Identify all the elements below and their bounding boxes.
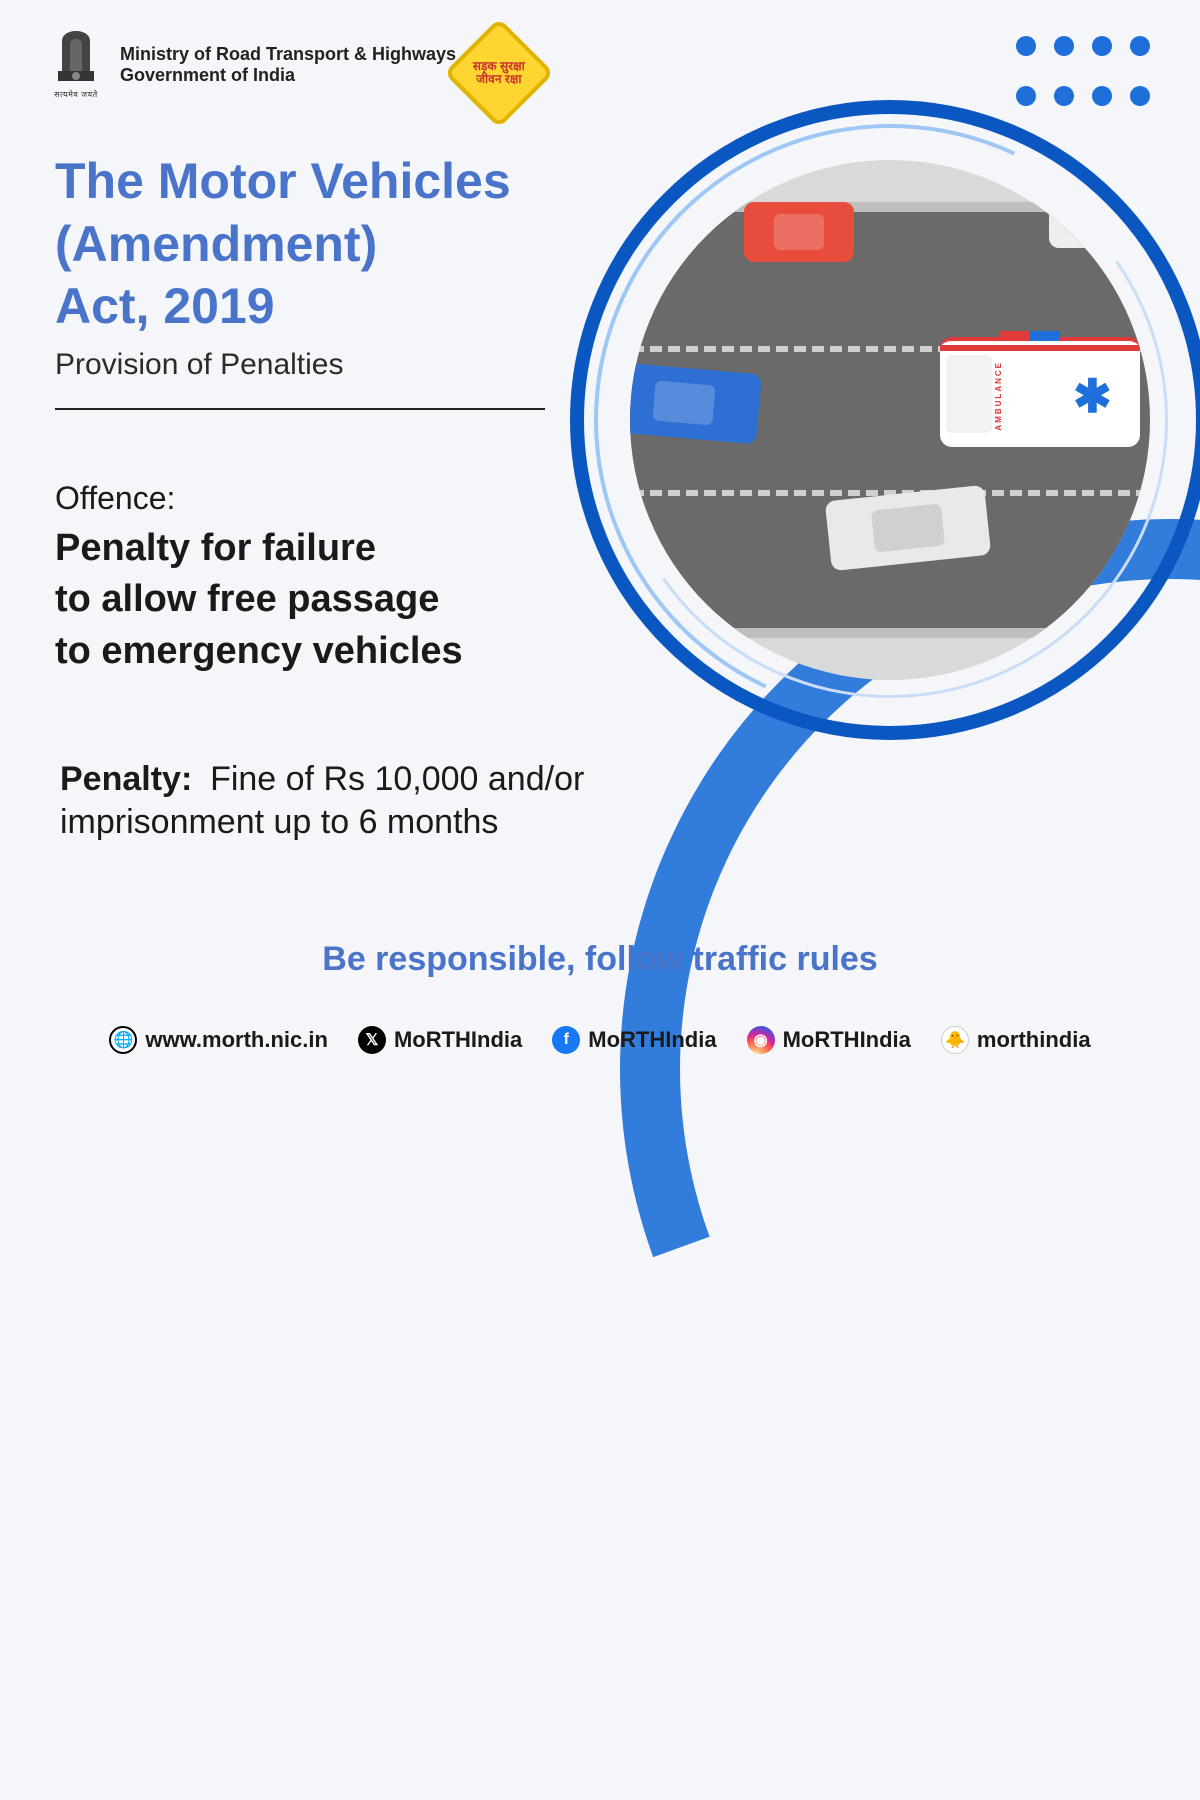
offence-line-1: Penalty for failure [55, 523, 615, 574]
subtitle: Provision of Penalties [55, 348, 575, 382]
ministry-line-1: Ministry of Road Transport & Highways [120, 44, 456, 65]
ministry-line-2: Government of India [120, 65, 456, 86]
footer-koo: 🐥 morthindia [941, 1026, 1091, 1054]
emblem-caption: सत्यमेव जयते [54, 89, 97, 100]
header: सत्यमेव जयते Ministry of Road Transport … [50, 30, 456, 100]
badge-line-1: सड़क सुरक्षा [473, 60, 525, 73]
divider [55, 408, 545, 410]
facebook-handle: MoRTHIndia [588, 1027, 716, 1053]
title-block: The Motor Vehicles (Amendment) Act, 2019… [55, 150, 575, 410]
footer-x: 𝕏 MoRTHIndia [358, 1026, 522, 1054]
tagline: Be responsible, follow traffic rules [0, 940, 1200, 979]
car-small-icon [1049, 202, 1119, 248]
decorative-dots-row-1 [1016, 36, 1150, 56]
road-scene: AMBULANCE ✱ [630, 160, 1150, 680]
title-line-2: (Amendment) [55, 213, 575, 276]
ambulance-label: AMBULANCE [994, 361, 1003, 431]
offence-label: Offence: [55, 480, 615, 517]
footer-website: 🌐 www.morth.nic.in [109, 1026, 328, 1054]
koo-handle: morthindia [977, 1027, 1091, 1053]
illustration: AMBULANCE ✱ [570, 100, 1200, 740]
facebook-icon: f [552, 1026, 580, 1054]
x-icon: 𝕏 [358, 1026, 386, 1054]
national-emblem-icon: सत्यमेव जयते [50, 30, 102, 100]
penalty-line-2: imprisonment up to 6 months [60, 803, 700, 842]
car-blue-icon [630, 362, 762, 445]
offence-line-2: to allow free passage [55, 574, 615, 625]
footer-instagram: ◉ MoRTHIndia [747, 1026, 911, 1054]
koo-icon: 🐥 [941, 1026, 969, 1054]
ambulance-icon: AMBULANCE ✱ [940, 337, 1140, 447]
title-line-1: The Motor Vehicles [55, 150, 575, 213]
instagram-icon: ◉ [747, 1026, 775, 1054]
penalty-block: Penalty: Fine of Rs 10,000 and/or impris… [60, 760, 700, 842]
footer: 🌐 www.morth.nic.in 𝕏 MoRTHIndia f MoRTHI… [0, 1026, 1200, 1054]
penalty-label: Penalty: [60, 760, 192, 798]
globe-icon: 🌐 [109, 1026, 137, 1054]
ministry-name: Ministry of Road Transport & Highways Go… [120, 44, 456, 86]
x-handle: MoRTHIndia [394, 1027, 522, 1053]
road-safety-badge-icon: सड़क सुरक्षा जीवन रक्षा [444, 18, 554, 128]
title-line-3: Act, 2019 [55, 275, 575, 338]
offence-line-3: to emergency vehicles [55, 626, 615, 677]
footer-facebook: f MoRTHIndia [552, 1026, 716, 1054]
badge-line-2: जीवन रक्षा [473, 73, 525, 86]
medical-star-icon: ✱ [1073, 369, 1112, 423]
offence-block: Offence: Penalty for failure to allow fr… [55, 480, 615, 677]
instagram-handle: MoRTHIndia [783, 1027, 911, 1053]
car-red-icon [744, 202, 854, 262]
website-text: www.morth.nic.in [145, 1027, 328, 1053]
penalty-line-1: Fine of Rs 10,000 and/or [210, 760, 584, 798]
